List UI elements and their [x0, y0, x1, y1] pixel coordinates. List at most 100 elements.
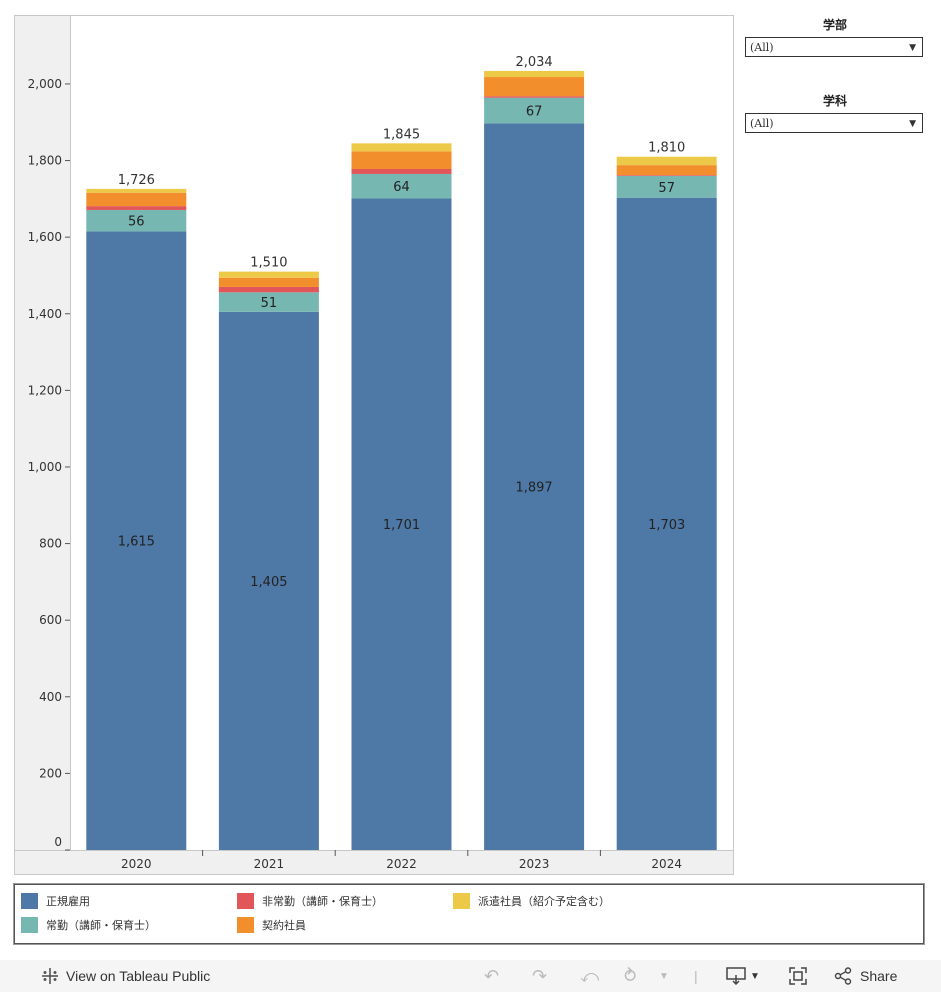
- undo-icon: ↶: [484, 965, 500, 986]
- bar-segment: [86, 192, 187, 207]
- bar-segment: [86, 209, 187, 232]
- y-tick-label: 1,400: [28, 307, 62, 321]
- tableau-logo-icon: [42, 968, 58, 984]
- legend-item-parttime[interactable]: 非常勤（講師・保育士）: [237, 893, 383, 909]
- filter-department-value: (All): [750, 117, 774, 130]
- bar-segment: [351, 173, 452, 199]
- share-icon: [834, 967, 852, 985]
- legend-label: 派遣社員（紹介予定含む）: [478, 895, 610, 908]
- chart-border: [14, 15, 734, 875]
- bar-segment: [218, 277, 319, 287]
- divider-glyph: |: [694, 968, 698, 984]
- y-tick-label: 200: [39, 766, 62, 780]
- toolbar-divider: |: [694, 960, 698, 992]
- bar-value-label: 1,405: [250, 575, 287, 590]
- legend-swatch: [237, 917, 254, 933]
- legend-label: 非常勤（講師・保育士）: [262, 895, 383, 908]
- x-tick-label: 2022: [386, 857, 417, 871]
- bar-value-label: 64: [393, 180, 410, 195]
- bar-value-label: 1,615: [118, 535, 155, 550]
- download-button[interactable]: ▼: [726, 960, 760, 992]
- y-tick-label: 800: [39, 537, 62, 551]
- fullscreen-button[interactable]: [788, 960, 808, 992]
- chart-legend: 正規雇用 常勤（講師・保育士） 非常勤（講師・保育士） 契約社員 派遣社員（紹介…: [14, 884, 924, 944]
- filter-faculty-select[interactable]: (All) ▼: [745, 37, 923, 57]
- bar-total-label: 1,810: [648, 141, 685, 156]
- bar-segment: [351, 151, 452, 169]
- bar-total-label: 1,845: [383, 127, 420, 142]
- tableau-toolbar: View on Tableau Public ↶ ↷ ⤺ ⥁ ▼ | ▼ Sha…: [0, 960, 941, 992]
- y-tick-label: 1,800: [28, 154, 62, 168]
- bar-segment: [616, 175, 717, 198]
- undo-button[interactable]: ↶: [484, 960, 499, 992]
- redo-icon: ↷: [532, 965, 548, 986]
- fullscreen-icon: [789, 967, 807, 985]
- bar-segment: [616, 156, 717, 166]
- y-tick-label: 1,600: [28, 230, 62, 244]
- stacked-bar-chart: 0 200 400 600 800 1,000 1,200 1,400 1,600 1,800 2,…: [14, 15, 734, 875]
- chevron-down-icon: ▼: [750, 970, 760, 982]
- bar-segment: [218, 311, 319, 851]
- bar-segment: [616, 165, 717, 176]
- bar-segment: [86, 231, 187, 851]
- bar-segment: [86, 206, 187, 210]
- x-tick-label: 2021: [254, 857, 285, 871]
- filter-faculty-title: 学部: [822, 18, 847, 32]
- redo-button[interactable]: ↷: [532, 960, 547, 992]
- view-on-tableau-label: View on Tableau Public: [66, 968, 211, 984]
- dropdown-arrow-icon: ▼: [909, 43, 916, 53]
- dropdown-arrow-icon: ▼: [909, 119, 916, 129]
- x-axis-background: [14, 850, 733, 874]
- bar-segment: [351, 198, 452, 850]
- legend-label: 常勤（講師・保育士）: [46, 919, 156, 932]
- y-tick-label: 0: [54, 835, 62, 849]
- chevron-down-icon: ▼: [659, 970, 669, 982]
- bar-total-label: 1,726: [118, 173, 155, 188]
- x-tick-label: 2024: [651, 857, 682, 871]
- refresh-icon: ⥁: [624, 965, 637, 986]
- x-tick-label: 2020: [121, 857, 152, 871]
- bar-value-label: 56: [128, 215, 145, 230]
- share-label: Share: [860, 968, 898, 984]
- pause-dropdown-button[interactable]: ▼: [659, 960, 669, 992]
- legend-item-dispatch[interactable]: 派遣社員（紹介予定含む）: [453, 893, 610, 909]
- legend-label: 契約社員: [262, 919, 306, 932]
- chart-svg: 0 200 400 600 800 1,000 1,200 1,400 1,600 1,800 2,…: [14, 15, 734, 875]
- bar-segment: [351, 168, 452, 174]
- bar-total-label: 2,034: [515, 55, 552, 70]
- download-icon: [726, 967, 746, 985]
- refresh-button[interactable]: ⥁: [624, 960, 636, 992]
- bar-segment: [218, 271, 319, 278]
- bar-value-label: 67: [526, 105, 543, 120]
- bar-segment: [484, 96, 585, 98]
- revert-button[interactable]: ⤺: [580, 960, 599, 992]
- x-tick-label: 2023: [519, 857, 550, 871]
- bar-segment: [351, 143, 452, 152]
- bar-segment: [616, 175, 717, 176]
- bar-segment: [86, 188, 187, 193]
- legend-item-regular[interactable]: 正規雇用: [21, 893, 90, 909]
- legend-swatch: [237, 893, 254, 909]
- legend-swatch: [453, 893, 470, 909]
- bar-segment: [616, 197, 717, 851]
- share-button[interactable]: Share: [834, 960, 897, 992]
- revert-icon: ⤺: [580, 965, 600, 986]
- bar-value-label: 1,701: [383, 518, 420, 533]
- y-tick-label: 1,000: [28, 460, 62, 474]
- filter-department-title: 学科: [822, 94, 847, 108]
- bar-segment: [484, 70, 585, 78]
- view-on-tableau-button[interactable]: View on Tableau Public: [40, 960, 210, 992]
- bar-total-label: 1,510: [250, 256, 287, 271]
- legend-swatch: [21, 893, 38, 909]
- y-tick-label: 400: [39, 690, 62, 704]
- legend-item-contract[interactable]: 契約社員: [237, 917, 306, 933]
- bar-value-label: 1,703: [648, 518, 685, 533]
- legend-item-fulltime[interactable]: 常勤（講師・保育士）: [21, 917, 156, 933]
- bar-segment: [484, 123, 585, 850]
- y-tick-label: 2,000: [28, 77, 62, 91]
- filter-department-select[interactable]: (All) ▼: [745, 113, 923, 133]
- y-tick-label: 1,200: [28, 383, 62, 397]
- bar-segment: [218, 292, 319, 312]
- filter-faculty-value: (All): [750, 41, 774, 54]
- bar-value-label: 1,897: [515, 481, 552, 496]
